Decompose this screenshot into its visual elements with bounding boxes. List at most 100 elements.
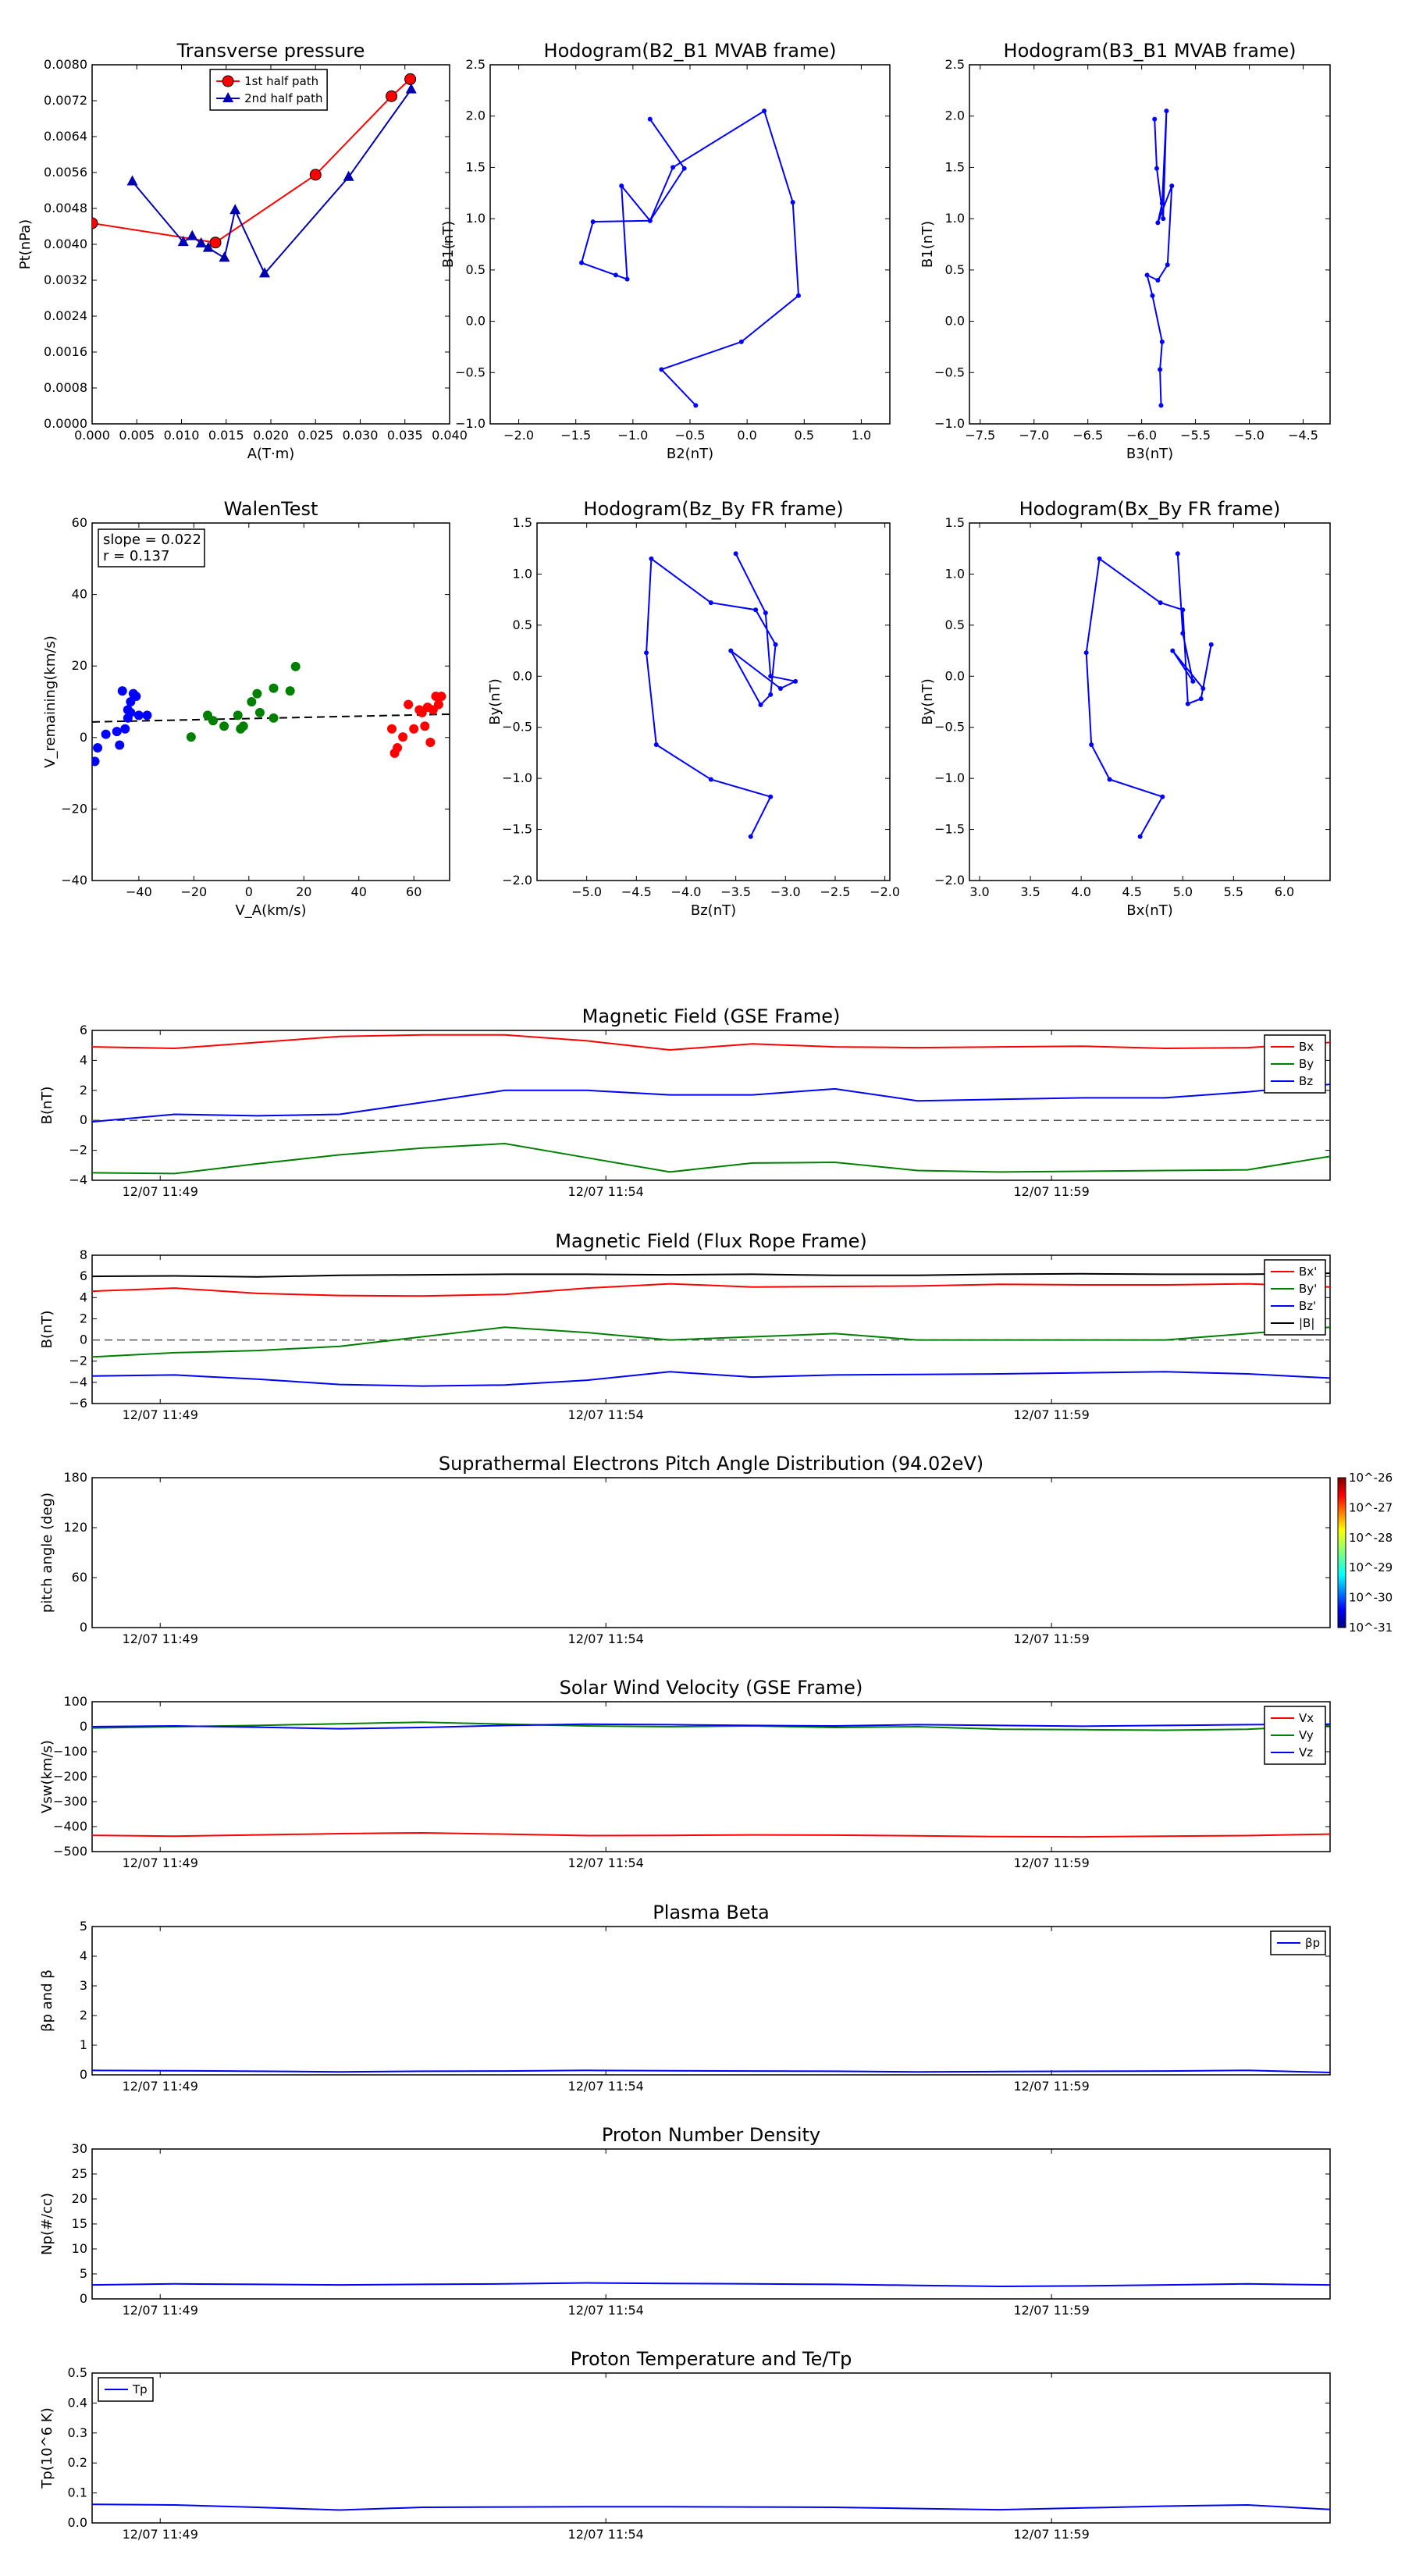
scatter-point [247,697,257,706]
data-point-circle [92,217,98,229]
scatter-point [398,732,408,742]
scatter-point [117,686,127,696]
colorbar-tick-label: 10^-27 [1349,1500,1393,1514]
scatter-point [436,692,446,702]
y-tick-label: 0.0040 [44,237,87,251]
y-tick-label: 5 [80,1919,87,1934]
y-tick-label: 1.5 [466,159,486,174]
chart-walen-test: WalenTest −40 −20 0 20 40 60 −40 −20 0 20 40 60 V_A(k… [42,498,450,919]
data-point-dot [681,165,687,171]
data-point-dot [1175,551,1180,557]
x-axis-label: A(T·m) [247,446,295,462]
x-tick-label: 0.015 [208,428,244,443]
chart-title: Suprathermal Electrons Pitch Angle Distr… [439,1453,984,1475]
chart-title: Plasma Beta [653,1902,769,1923]
colorbar-tick-label: 10^-26 [1349,1471,1393,1485]
series-line-Vy [92,1721,1330,1731]
y-tick-label: 1 [80,2037,87,2052]
annotation-text: r = 0.137 [103,548,169,564]
y-axis-label: By(nT) [487,678,503,724]
y-tick-label: 0.3 [68,2425,87,2440]
data-point-dot [647,218,653,223]
y-tick-label: 2.5 [466,57,486,72]
y-tick-label: 0.0 [68,2515,87,2530]
x-tick-label: −1.0 [617,428,648,443]
y-tick-label: 0.4 [68,2395,87,2410]
plot-frame [91,1030,1331,1181]
x-tick-label: 0.005 [119,428,155,443]
series-line-βp [92,2069,1330,2073]
series-line-0 [580,109,800,406]
chart-title: Hodogram(B3_B1 MVAB frame) [1004,40,1297,62]
series-line-Vx [92,1831,1330,1838]
y-tick-label: 0.0008 [44,380,87,395]
legend-label: Vx [1299,1711,1314,1725]
data-point-dot [647,116,653,122]
chart-hodogram-b2-b1: Hodogram(B2_B1 MVAB frame) −1.0 −0.5 0.0 0.5… [440,40,891,462]
y-axis-label: Pt(nPa) [17,219,34,269]
y-tick-label: −6 [69,1396,87,1411]
chart-title: Solar Wind Velocity (GSE Frame) [560,1677,863,1699]
legend-label: 1st half path [244,74,318,88]
scatter-point [233,710,243,720]
chart-hodogram-bz-by: Hodogram(Bz_By FR frame) −2.0 −1.5 −1.0 −0.5… [487,498,900,919]
colorbar-tick-label: 10^-31 [1349,1621,1393,1635]
legend: Bx' By' Bz' |B| [1264,1259,1326,1336]
scatter-point [131,692,141,702]
data-point-triangle [187,229,198,240]
chart-title: Hodogram(Bx_By FR frame) [1019,498,1281,520]
y-tick-label: −2.0 [934,873,965,888]
data-point-dot [579,260,585,265]
chart-magnetic-field-flux-rope: Magnetic Field (Flux Rope Frame) −6 −4 −2 0 2… [39,1230,1331,1422]
series-line-0 [1146,111,1173,406]
x-tick-label: 0.000 [74,428,110,443]
x-tick-label: 5.5 [1224,884,1243,899]
series-line-Vz [92,1723,1330,1730]
x-tick-label: 0.5 [795,428,814,443]
data-point-dot [768,692,774,697]
data-point-circle [209,237,222,249]
y-axis-label: By(nT) [919,678,936,724]
x-tick-label: −3.0 [770,884,801,899]
y-tick-label: 5 [80,2266,87,2281]
scatter-point [186,732,196,742]
scatter-point [93,742,103,753]
legend-marker [222,92,234,102]
chart-title: Hodogram(Bz_By FR frame) [583,498,843,520]
time-tick-label: 12/07 11:49 [123,1631,198,1646]
y-tick-label: 1.0 [513,566,532,581]
y-axis-label: Tp(10^6 K) [39,2407,55,2489]
x-tick-label: 6.0 [1275,884,1294,899]
time-tick-label: 12/07 11:59 [1013,2527,1089,2542]
x-tick-label: −40 [126,884,152,899]
x-tick-label: 1.0 [852,428,871,443]
plot-frame [91,2148,1331,2300]
y-tick-label: 1.0 [945,211,965,226]
x-axis-label: Bz(nT) [691,902,736,919]
chart-title: Proton Temperature and Te/Tp [571,2348,852,2370]
x-tick-label: −4.0 [671,884,702,899]
plot-frame [91,2372,1331,2524]
y-tick-label: 6 [80,1023,87,1037]
scatter-point [115,740,125,750]
x-tick-label: −6.0 [1126,428,1157,443]
plot-frame [91,1254,1331,1404]
chart-title: Proton Number Density [602,2124,820,2146]
plot-area [1144,109,1175,408]
plot-area [92,1721,1330,1838]
data-point-dot [708,600,713,606]
data-point-circle [404,73,417,85]
y-tick-label: 2 [80,2008,87,2023]
y-tick-label: −1.5 [502,822,532,837]
data-point-dot [738,339,744,344]
data-point-triangle [405,83,417,94]
scatter-point [252,688,262,699]
x-tick-label: 0 [245,884,253,899]
y-tick-label: −20 [61,801,87,816]
chart-hodogram-b3-b1: Hodogram(B3_B1 MVAB frame) −1.0 −0.5 0.0 0.5… [919,40,1331,462]
y-tick-label: −1.0 [934,770,965,785]
y-tick-label: −4 [69,1375,87,1389]
legend-label: Vz [1299,1745,1313,1759]
time-tick-label: 12/07 11:54 [568,1184,644,1199]
annotation-text: slope = 0.022 [103,532,201,548]
